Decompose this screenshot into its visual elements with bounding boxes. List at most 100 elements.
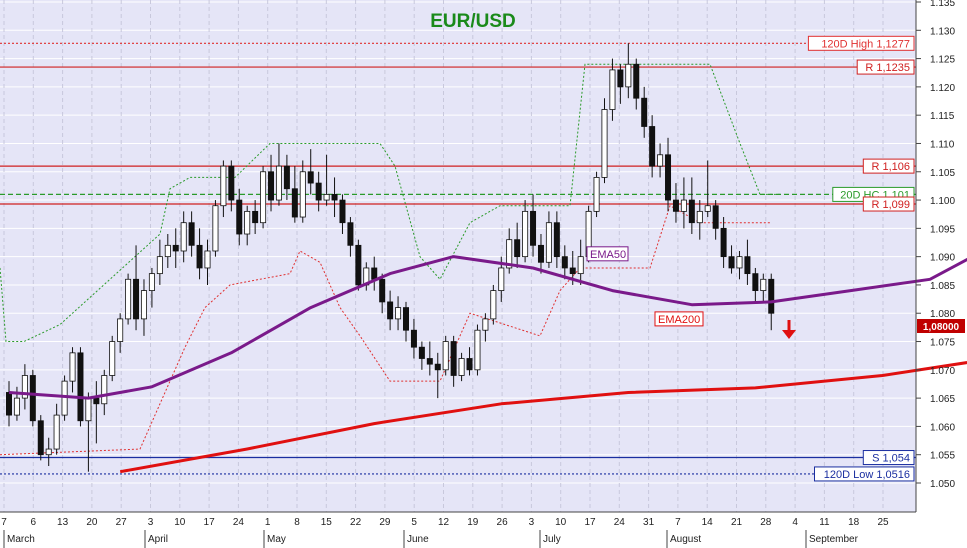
y-tick-label: 1.055 — [930, 451, 955, 462]
x-month-label: June — [407, 534, 429, 545]
x-tick-label: 18 — [848, 517, 860, 528]
x-month-label: March — [7, 534, 35, 545]
x-tick-label: 10 — [555, 517, 567, 528]
x-tick-label: 25 — [877, 517, 889, 528]
candle-body — [744, 256, 751, 275]
y-tick-label: 1.060 — [930, 422, 955, 433]
candle-body — [69, 352, 76, 382]
candle-body — [13, 397, 20, 416]
x-tick-label: 7 — [1, 517, 7, 528]
candle-body — [514, 239, 521, 258]
y-axis-ticks: 1.050 1.055 1.060 1.065 1.070 1.075 1.080 1.085… — [916, 0, 955, 490]
last-price-badge: 1,08000 — [917, 319, 965, 333]
candle-body — [307, 171, 314, 184]
level-label: 120D Low 1,0516 — [824, 469, 910, 481]
candle-body — [101, 375, 108, 405]
level-label: R 1,106 — [871, 161, 910, 173]
candle-body — [148, 273, 155, 292]
level-label-box — [814, 466, 915, 482]
candle-body — [180, 222, 187, 252]
channel-steps — [0, 63, 780, 456]
candle-body — [172, 244, 179, 252]
candle-body — [768, 278, 775, 314]
candle-body — [474, 329, 481, 371]
candle-body — [117, 318, 124, 342]
x-tick-label: 17 — [204, 517, 216, 528]
level-label-box — [862, 196, 915, 212]
candle-body — [6, 392, 12, 416]
level-lines — [0, 42, 916, 475]
candle-body — [522, 210, 529, 258]
candle-body — [426, 358, 433, 365]
candle-body — [506, 239, 513, 269]
candle-body — [196, 244, 203, 269]
candle-body — [315, 182, 322, 201]
candle-body — [760, 278, 767, 291]
candle-body — [418, 346, 425, 359]
x-month-label: July — [543, 534, 561, 545]
candle-body — [665, 154, 672, 201]
candle-body — [736, 256, 743, 269]
x-axis-panel — [0, 512, 916, 548]
x-tick-label: 1 — [265, 517, 271, 528]
candle-body — [617, 69, 624, 88]
level-label-box — [862, 158, 915, 174]
upper-channel-step — [0, 63, 780, 343]
candle-body — [402, 307, 409, 331]
candle-body — [109, 341, 116, 376]
candle-body — [712, 205, 719, 229]
candle-body — [569, 267, 576, 275]
series-label: EMA200 — [658, 314, 700, 326]
candle-body — [85, 397, 92, 422]
candle-body — [530, 210, 537, 246]
candle-body — [45, 448, 52, 456]
x-month-label: August — [670, 534, 701, 545]
level-label: R 1,1235 — [865, 62, 910, 74]
y-tick-label: 1.105 — [930, 168, 955, 179]
candle-body — [609, 69, 616, 110]
candle-body — [252, 210, 259, 224]
x-tick-label: 27 — [116, 517, 128, 528]
candle-body — [649, 126, 656, 167]
candle-body — [657, 154, 664, 167]
x-tick-label: 3 — [148, 517, 154, 528]
y-tick-label: 1.065 — [930, 394, 955, 405]
x-tick-label: 24 — [233, 517, 245, 528]
candle-body — [93, 397, 100, 405]
candle-body — [466, 358, 473, 371]
candle-body — [268, 171, 275, 201]
level-label-box — [807, 35, 915, 51]
candle-body — [125, 278, 132, 320]
candle-body — [545, 222, 552, 263]
candle-body — [387, 301, 394, 320]
x-axis-ticks: 7 6 13 20 27 3 10 17 24 1 8 15 22 29 5 12 19 26 3 10 17 24 31 7… — [1, 517, 889, 548]
y-tick-label: 1.110 — [930, 139, 955, 150]
candle-body — [244, 210, 251, 235]
candle-body — [680, 199, 687, 212]
candle-body — [458, 358, 465, 376]
candle-body — [672, 199, 679, 212]
ema-series: EMA50 EMA200 — [8, 246, 967, 474]
series-label-box — [654, 311, 704, 327]
y-tick-label: 1.120 — [930, 83, 955, 94]
candle-body — [21, 375, 28, 399]
candle-body — [77, 352, 84, 422]
candle-body — [601, 109, 608, 178]
candle-body — [291, 188, 298, 218]
candle-body — [641, 97, 648, 127]
x-tick-label: 31 — [643, 517, 655, 528]
x-tick-label: 21 — [731, 517, 743, 528]
candle-body — [442, 341, 449, 371]
series-line — [8, 255, 967, 400]
candles — [6, 43, 775, 472]
x-tick-label: 24 — [614, 517, 626, 528]
candle-body — [553, 222, 560, 258]
x-month-label: September — [809, 534, 859, 545]
x-tick-label: 22 — [350, 517, 362, 528]
candle-body — [133, 278, 140, 320]
candle-body — [498, 267, 505, 291]
lower-channel-step — [0, 204, 770, 456]
x-month-label: May — [267, 534, 286, 545]
x-tick-label: 10 — [174, 517, 186, 528]
